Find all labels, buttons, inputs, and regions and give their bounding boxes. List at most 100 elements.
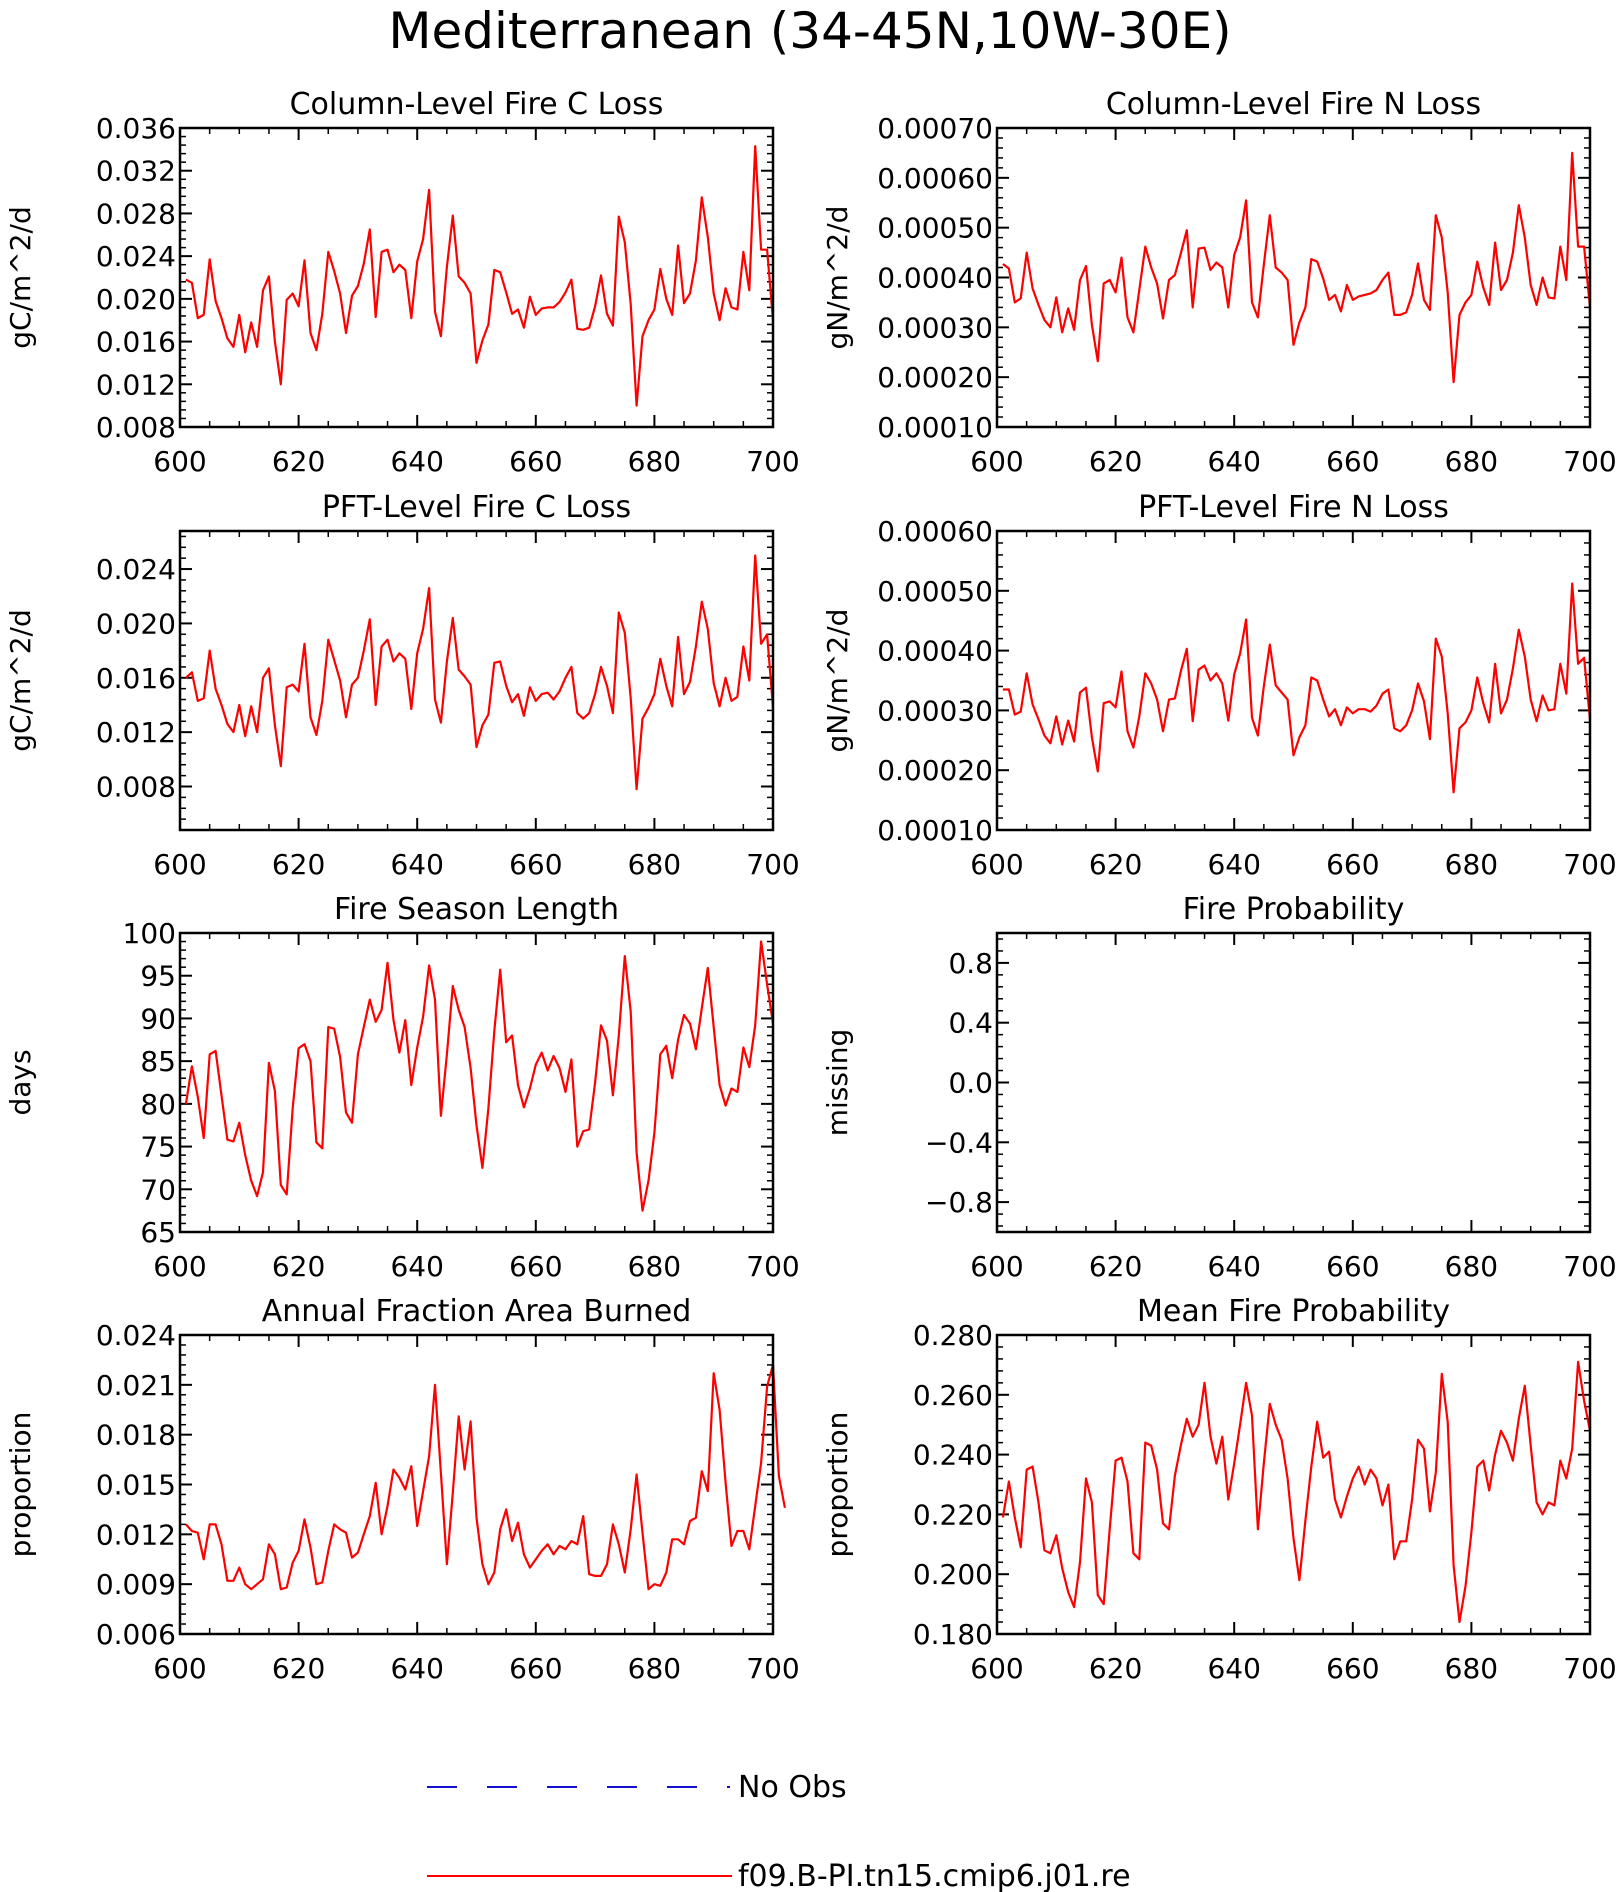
y-tick-label: 85 [140,1045,176,1078]
y-tick-label: 0.016 [96,326,176,359]
y-tick-label: 0.012 [96,716,176,749]
y-tick-label: 0.280 [913,1319,993,1352]
x-tick-label: 640 [1207,445,1260,478]
y-tick-label: −0.4 [925,1126,993,1159]
panel-title: Column-Level Fire C Loss [290,87,664,122]
x-tick-label: 600 [970,1652,1023,1685]
x-tick-label: 600 [970,1250,1023,1283]
y-tick-label: 0.260 [913,1379,993,1412]
x-tick-label: 680 [1445,1652,1498,1685]
x-tick-label: 660 [1326,1652,1379,1685]
panel-3: PFT-Level Fire C Loss 600 620 640 660 680 700 0… [4,490,800,881]
y-axis-label: gN/m^2/d [821,609,854,753]
series-line-1 [185,1363,786,1591]
x-tick-label: 640 [1207,848,1260,881]
y-tick-label: 70 [140,1173,176,1206]
x-tick-label: 640 [390,445,443,478]
y-tick-label: 0.012 [96,1518,176,1551]
x-tick-label: 700 [746,445,799,478]
y-tick-label: 0.00020 [877,754,993,787]
y-tick-label: 0.220 [913,1498,993,1531]
panel-7: Annual Fraction Area Burned 600 620 640 660 6… [4,1294,800,1685]
x-tick-label: 640 [390,848,443,881]
y-axis-label: proportion [4,1412,37,1558]
y-tick-label: 0.009 [96,1568,176,1601]
plot-frame [995,126,1592,429]
panel-title: PFT-Level Fire C Loss [322,490,631,525]
y-tick-label: 0.020 [96,283,176,316]
x-tick-label: 600 [153,1250,206,1283]
legend-no-obs-label: No Obs [738,1770,847,1805]
figure-title: Mediterranean (34-45N,10W-30E) [388,2,1231,60]
y-tick-label: 0.036 [96,112,176,145]
x-tick-label: 600 [970,848,1023,881]
y-tick-label: 0.006 [96,1618,176,1651]
y-tick-label: 0.4 [948,1007,993,1040]
panel-title: Annual Fraction Area Burned [262,1294,692,1329]
x-tick-label: 700 [746,848,799,881]
series-line-1 [185,554,775,791]
panel-8: Mean Fire Probability 600 620 640 660 680 700 0… [821,1294,1617,1685]
y-tick-label: 0.180 [913,1618,993,1651]
y-tick-label: 0.020 [96,607,176,640]
plot-frame [995,1333,1592,1636]
x-tick-label: 600 [153,1652,206,1685]
panel-2: Column-Level Fire N Loss 600 620 640 660 680 7… [821,87,1617,478]
plot-frame [178,1333,775,1636]
y-tick-label: 75 [140,1131,176,1164]
x-tick-label: 620 [272,1652,325,1685]
y-axis-label: missing [821,1029,854,1137]
x-tick-label: 660 [1326,848,1379,881]
y-tick-label: 0.00050 [877,212,993,245]
x-tick-label: 660 [509,848,562,881]
y-tick-label: 0.00030 [877,311,993,344]
y-tick-label: 0.00010 [877,814,993,847]
y-tick-label: 95 [140,960,176,993]
legend: No Obs f09.B-PI.tn15.cmip6.j01.re [427,1770,1131,1892]
plot-frame [178,931,775,1234]
y-tick-label: 0.028 [96,197,176,230]
panel-6: Fire Probability 600 620 640 660 680 700 −0.8 −0… [821,892,1617,1283]
x-tick-label: 700 [1563,1250,1616,1283]
series-line-1 [185,145,775,407]
x-tick-label: 620 [1089,445,1142,478]
legend-model-label: f09.B-PI.tn15.cmip6.j01.re [738,1859,1131,1892]
x-tick-label: 680 [628,848,681,881]
x-tick-label: 620 [272,445,325,478]
y-tick-label: 0.015 [96,1469,176,1502]
y-tick-label: 80 [140,1088,176,1121]
plot-frame [995,931,1592,1234]
x-tick-label: 700 [1563,1652,1616,1685]
y-tick-label: −0.8 [925,1186,993,1219]
x-tick-label: 640 [390,1250,443,1283]
y-tick-label: 0.032 [96,155,176,188]
y-tick-label: 0.00040 [877,635,993,668]
x-tick-label: 620 [272,1250,325,1283]
y-tick-label: 0.0 [948,1067,993,1100]
y-tick-label: 0.016 [96,662,176,695]
panel-grid: Column-Level Fire C Loss 600 620 640 660 680 7… [4,87,1617,1685]
y-axis-label: gC/m^2/d [4,206,37,349]
plot-frame [995,529,1592,832]
panel-title: Mean Fire Probability [1137,1294,1450,1329]
plot-frame [178,126,775,429]
panel-title: Column-Level Fire N Loss [1106,87,1481,122]
panel-title: Fire Season Length [334,892,619,927]
y-tick-label: 0.8 [948,947,993,980]
x-tick-label: 680 [628,1652,681,1685]
panel-1: Column-Level Fire C Loss 600 620 640 660 680 7… [4,87,800,478]
y-tick-label: 0.240 [913,1439,993,1472]
y-tick-label: 0.021 [96,1369,176,1402]
y-tick-label: 0.00020 [877,361,993,394]
panel-title: PFT-Level Fire N Loss [1138,490,1449,525]
y-tick-label: 0.00030 [877,694,993,727]
y-tick-label: 65 [140,1216,176,1249]
x-tick-label: 600 [970,445,1023,478]
x-tick-label: 640 [1207,1652,1260,1685]
y-tick-label: 0.200 [913,1558,993,1591]
y-axis-label: proportion [821,1412,854,1558]
y-tick-label: 0.00060 [877,515,993,548]
series-line-1 [1001,1360,1592,1624]
y-tick-label: 0.018 [96,1419,176,1452]
